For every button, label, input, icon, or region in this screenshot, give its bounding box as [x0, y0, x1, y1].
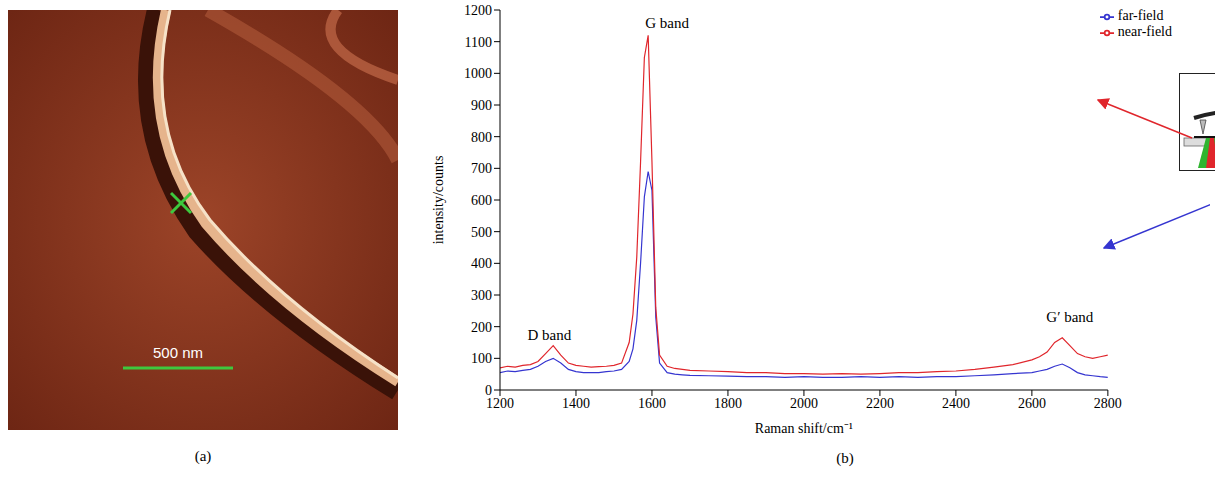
svg-text:1400: 1400	[562, 396, 590, 411]
svg-text:D band: D band	[528, 327, 572, 343]
svg-text:1800: 1800	[714, 396, 742, 411]
svg-text:2200: 2200	[866, 396, 894, 411]
svg-text:2800: 2800	[1094, 396, 1122, 411]
html-text:(a): (a)	[194, 448, 212, 464]
svg-text:1200: 1200	[464, 3, 492, 18]
svg-text:900: 900	[471, 98, 492, 113]
html-text:(b): (b)	[836, 450, 854, 466]
svg-text:1100: 1100	[465, 35, 492, 50]
svg-text:100: 100	[471, 351, 492, 366]
svg-text:Raman shift/cm⁻¹: Raman shift/cm⁻¹	[755, 421, 853, 436]
svg-text:500 nm: 500 nm	[153, 344, 203, 361]
svg-text:2600: 2600	[1018, 396, 1046, 411]
svg-text:1600: 1600	[638, 396, 666, 411]
html-text:far-field: far-field	[1117, 8, 1164, 23]
svg-text:0: 0	[485, 383, 492, 398]
svg-text:600: 600	[471, 193, 492, 208]
svg-text:300: 300	[471, 288, 492, 303]
svg-text:G′ band: G′ band	[1046, 309, 1094, 325]
svg-text:2400: 2400	[942, 396, 970, 411]
svg-text:G band: G band	[645, 15, 689, 31]
svg-text:intensity/counts: intensity/counts	[431, 156, 446, 245]
html-text:near-field: near-field	[1117, 24, 1172, 39]
svg-text:1000: 1000	[464, 66, 492, 81]
svg-text:400: 400	[471, 256, 492, 271]
svg-text:700: 700	[471, 161, 492, 176]
svg-text:2000: 2000	[790, 396, 818, 411]
svg-text:200: 200	[471, 320, 492, 335]
svg-text:1200: 1200	[486, 396, 514, 411]
svg-text:800: 800	[471, 130, 492, 145]
svg-text:500: 500	[471, 225, 492, 240]
